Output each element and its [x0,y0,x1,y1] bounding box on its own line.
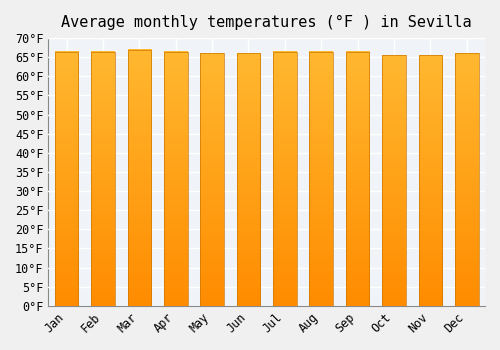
Bar [418,55,442,306]
Bar [455,54,478,306]
Bar [236,54,260,306]
Bar [418,55,442,306]
Bar [273,51,296,306]
Title: Average monthly temperatures (°F ) in Sevilla: Average monthly temperatures (°F ) in Se… [62,15,472,30]
Bar [382,55,406,306]
Bar [128,50,151,306]
Bar [455,54,478,306]
Bar [236,54,260,306]
Bar [200,54,224,306]
Bar [91,51,115,306]
Bar [200,54,224,306]
Bar [382,55,406,306]
Bar [128,50,151,306]
Bar [346,51,370,306]
Bar [164,51,188,306]
Bar [273,51,296,306]
Bar [310,51,333,306]
Bar [346,51,370,306]
Bar [310,51,333,306]
Bar [54,51,78,306]
Bar [91,51,115,306]
Bar [164,51,188,306]
Bar [54,51,78,306]
